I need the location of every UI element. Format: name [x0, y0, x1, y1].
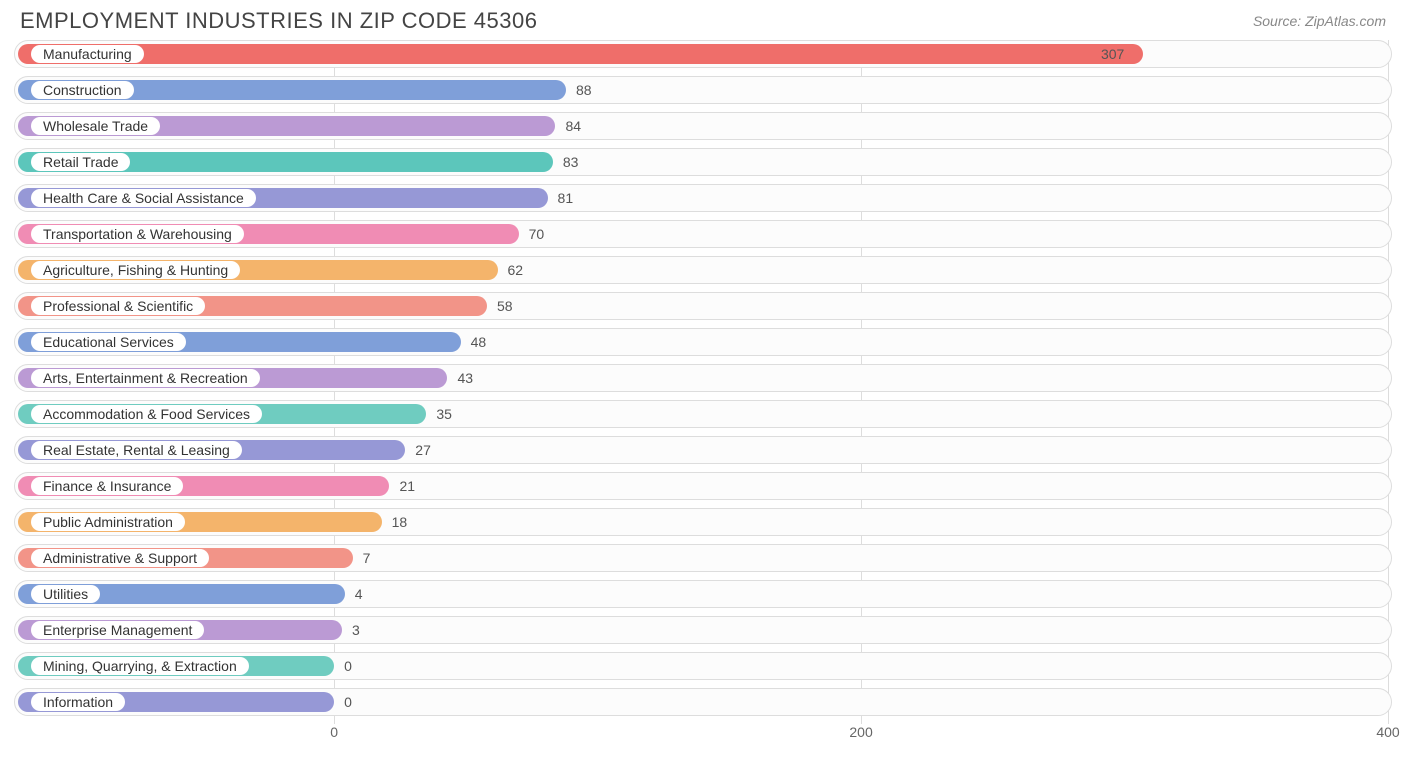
bar-value: 4 — [355, 581, 363, 607]
bar-value: 58 — [497, 293, 513, 319]
bar-value: 62 — [508, 257, 524, 283]
bar-row: Construction 88 — [14, 76, 1392, 104]
bar-row: Real Estate, Rental & Leasing 27 — [14, 436, 1392, 464]
bar-row: Accommodation & Food Services 35 — [14, 400, 1392, 428]
x-axis-tick-label: 200 — [849, 724, 872, 740]
bar-value: 35 — [436, 401, 452, 427]
bar-value: 48 — [471, 329, 487, 355]
bar-label: Real Estate, Rental & Leasing — [31, 441, 242, 459]
bar-label: Administrative & Support — [31, 549, 209, 567]
bar-value: 43 — [457, 365, 473, 391]
bar-value: 83 — [563, 149, 579, 175]
bar-row: Information 0 — [14, 688, 1392, 716]
bar-label: Construction — [31, 81, 134, 99]
bar-label: Arts, Entertainment & Recreation — [31, 369, 260, 387]
bar-value: 27 — [415, 437, 431, 463]
bar-row: Enterprise Management 3 — [14, 616, 1392, 644]
bar-label: Educational Services — [31, 333, 186, 351]
bar-value: 7 — [363, 545, 371, 571]
bar-label: Transportation & Warehousing — [31, 225, 244, 243]
bar-label: Public Administration — [31, 513, 185, 531]
bar-label: Enterprise Management — [31, 621, 204, 639]
bar-row: Agriculture, Fishing & Hunting 62 — [14, 256, 1392, 284]
bar-value: 3 — [352, 617, 360, 643]
bar-row: Educational Services 48 — [14, 328, 1392, 356]
bar-row: Public Administration 18 — [14, 508, 1392, 536]
bar-row: Administrative & Support 7 — [14, 544, 1392, 572]
bar-row: Wholesale Trade 84 — [14, 112, 1392, 140]
bar-value: 307 — [1101, 41, 1124, 67]
bar-label: Accommodation & Food Services — [31, 405, 262, 423]
bar-row: Transportation & Warehousing 70 — [14, 220, 1392, 248]
bar-value: 0 — [344, 689, 352, 715]
bar-row: Professional & Scientific 58 — [14, 292, 1392, 320]
bar-value: 88 — [576, 77, 592, 103]
bar-label: Wholesale Trade — [31, 117, 160, 135]
x-axis-tick-label: 400 — [1376, 724, 1399, 740]
bar-label: Agriculture, Fishing & Hunting — [31, 261, 240, 279]
bar-fill — [18, 44, 1143, 64]
bar-row: Retail Trade 83 — [14, 148, 1392, 176]
bar-row: Health Care & Social Assistance 81 — [14, 184, 1392, 212]
bar-row: Arts, Entertainment & Recreation 43 — [14, 364, 1392, 392]
x-axis: 0200400 — [14, 724, 1392, 744]
bar-label: Utilities — [31, 585, 100, 603]
x-axis-tick-label: 0 — [330, 724, 338, 740]
bar-label: Manufacturing — [31, 45, 144, 63]
bar-row: Manufacturing 307 — [14, 40, 1392, 68]
bar-row: Finance & Insurance 21 — [14, 472, 1392, 500]
chart-title: EMPLOYMENT INDUSTRIES IN ZIP CODE 45306 — [20, 8, 538, 34]
chart-source: Source: ZipAtlas.com — [1253, 13, 1386, 29]
bar-value: 0 — [344, 653, 352, 679]
bar-value: 18 — [392, 509, 408, 535]
bar-label: Retail Trade — [31, 153, 130, 171]
bar-value: 84 — [565, 113, 581, 139]
chart-area: Manufacturing307Construction88Wholesale … — [0, 40, 1406, 774]
bar-label: Mining, Quarrying, & Extraction — [31, 657, 249, 675]
bar-label: Health Care & Social Assistance — [31, 189, 256, 207]
chart-header: EMPLOYMENT INDUSTRIES IN ZIP CODE 45306 … — [0, 0, 1406, 40]
bar-label: Finance & Insurance — [31, 477, 183, 495]
bar-value: 81 — [558, 185, 574, 211]
bar-value: 21 — [399, 473, 415, 499]
bar-row: Mining, Quarrying, & Extraction 0 — [14, 652, 1392, 680]
bar-row: Utilities 4 — [14, 580, 1392, 608]
bar-label: Professional & Scientific — [31, 297, 205, 315]
bars-container: Manufacturing307Construction88Wholesale … — [14, 40, 1392, 716]
bar-value: 70 — [529, 221, 545, 247]
bar-label: Information — [31, 693, 125, 711]
